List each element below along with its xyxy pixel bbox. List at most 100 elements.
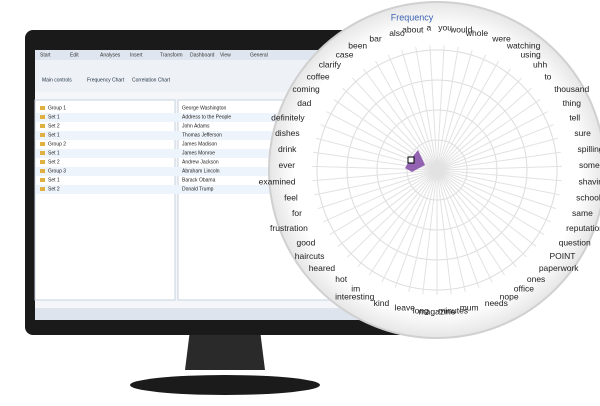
spoke xyxy=(329,169,438,235)
word-label: would xyxy=(449,24,472,34)
spoke xyxy=(337,169,438,247)
spoke xyxy=(436,169,551,223)
spoke xyxy=(436,54,487,171)
word-label: hot xyxy=(335,274,347,284)
spoke xyxy=(436,68,511,171)
word-label: to xyxy=(544,71,551,81)
word-label: frustration xyxy=(270,223,308,233)
menu-item: Start xyxy=(40,52,51,58)
word-label: good xyxy=(296,238,315,248)
word-label: about xyxy=(402,24,424,34)
word-label: you xyxy=(438,22,452,32)
word-label: shaving xyxy=(578,176,600,186)
menu-item: Analyses xyxy=(100,52,121,58)
spoke xyxy=(375,60,438,171)
word-label: nope xyxy=(500,292,519,302)
spoke xyxy=(387,54,438,171)
spoke xyxy=(436,124,554,171)
tree-item: Set 2 xyxy=(48,159,60,165)
menu-item: Edit xyxy=(70,52,79,58)
plot-center xyxy=(407,156,415,164)
word-label: paperwork xyxy=(539,263,579,273)
folder-icon xyxy=(40,151,45,155)
folder-icon xyxy=(40,124,45,128)
word-label: kind xyxy=(374,298,390,308)
row-text: Address to the People xyxy=(182,114,231,120)
word-label: ones xyxy=(527,274,545,284)
word-label: haircuts xyxy=(295,251,325,261)
row-stripe xyxy=(36,149,414,158)
spoke xyxy=(314,169,438,196)
folder-icon xyxy=(40,106,45,110)
menu-bar xyxy=(35,50,415,60)
tree-item: Set 1 xyxy=(48,132,60,138)
spoke xyxy=(342,87,438,171)
word-label: minutes xyxy=(438,305,468,315)
row-text: Andrew Jackson xyxy=(182,159,219,165)
folder-icon xyxy=(40,115,45,119)
spoke xyxy=(436,49,473,171)
spoke xyxy=(422,169,438,295)
tree-item: Set 2 xyxy=(48,186,60,192)
spoke xyxy=(436,165,562,171)
ribbon-button: Correlation Chart xyxy=(132,77,171,83)
menu-item: View xyxy=(220,52,231,58)
spoke xyxy=(436,169,466,292)
spoke xyxy=(436,137,559,171)
plot-blob xyxy=(405,150,425,172)
monitor-base xyxy=(130,375,320,395)
spoke xyxy=(436,169,452,295)
tree-item: Set 2 xyxy=(48,123,60,129)
word-label: spilling xyxy=(578,144,600,154)
word-label: thousand xyxy=(554,84,589,94)
row-text: George Washington xyxy=(182,105,227,111)
spoke xyxy=(323,169,438,223)
row-text: Barack Obama xyxy=(182,177,216,183)
document-tree xyxy=(34,99,176,301)
spoke xyxy=(436,87,532,171)
word-label: needs xyxy=(485,298,508,308)
folder-icon xyxy=(40,178,45,182)
word-label: a xyxy=(427,22,432,32)
row-text: James Monroe xyxy=(182,150,215,156)
word-label: ever xyxy=(279,160,296,170)
word-label: bar xyxy=(369,33,381,43)
spoke xyxy=(436,169,493,283)
spoke xyxy=(436,169,537,247)
ribbon-button: Main controls xyxy=(42,77,72,83)
word-label: drink xyxy=(278,144,297,154)
word-label: question xyxy=(559,238,591,248)
row-stripe xyxy=(36,131,414,140)
row-stripe xyxy=(36,113,414,122)
word-label: dad xyxy=(297,98,311,108)
tree-item: Set 1 xyxy=(48,114,60,120)
word-label: dishes xyxy=(275,128,300,138)
spoke xyxy=(312,169,438,182)
word-label: examined xyxy=(259,176,296,186)
word-label: uhh xyxy=(533,60,547,70)
spoke xyxy=(436,169,480,288)
folder-icon xyxy=(40,133,45,137)
word-label: tell xyxy=(569,113,580,123)
spoke xyxy=(436,169,562,182)
spoke xyxy=(381,169,438,283)
spoke xyxy=(436,151,561,171)
folder-icon xyxy=(40,160,45,164)
word-label: interesting xyxy=(335,292,374,302)
row-text: Abraham Lincoln xyxy=(182,168,220,174)
tree-item: Set 1 xyxy=(48,150,60,156)
word-label: some xyxy=(579,160,600,170)
word-label: sure xyxy=(574,128,591,138)
word-label: whole xyxy=(465,28,488,38)
spoke xyxy=(436,45,445,171)
spoke xyxy=(436,77,522,171)
word-label: mum xyxy=(460,303,479,313)
word-label: for xyxy=(292,208,302,218)
word-label: were xyxy=(491,33,511,43)
word-label: watching xyxy=(506,41,541,51)
menu-item: General xyxy=(250,52,268,58)
spoke xyxy=(436,169,517,268)
word-label: magazine xyxy=(419,306,456,316)
spoke xyxy=(436,111,548,171)
